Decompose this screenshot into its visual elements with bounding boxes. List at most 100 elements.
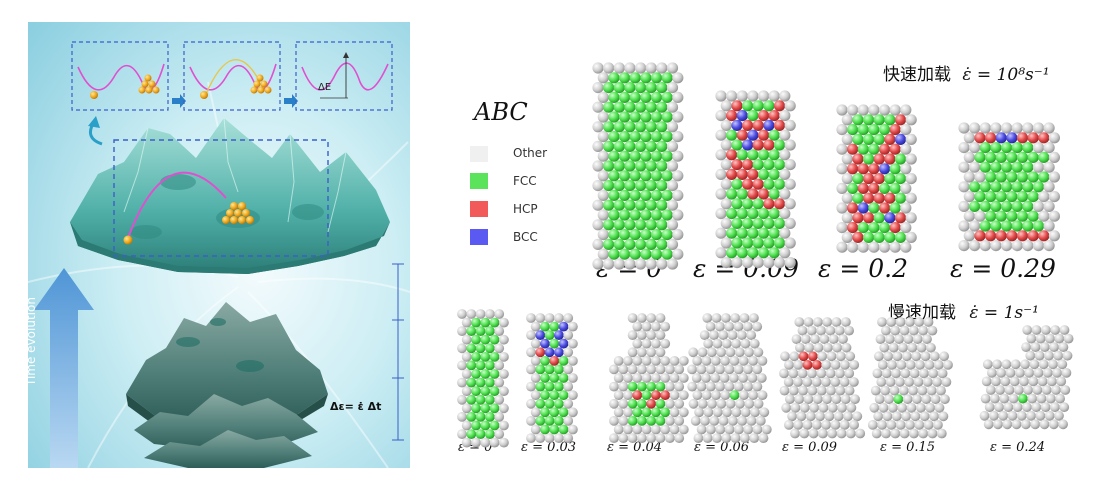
atom-f [603, 199, 615, 211]
atom-h [758, 129, 770, 141]
atom-o [609, 364, 619, 375]
atom-o [796, 411, 807, 422]
atom-f [624, 101, 636, 113]
atom-o [897, 402, 908, 413]
atom-h [889, 124, 901, 136]
atom-o [715, 208, 727, 220]
atom-o [882, 411, 893, 422]
atom-o [666, 62, 679, 74]
atom-f [613, 121, 625, 133]
atom-o [702, 433, 713, 443]
atom-o [890, 325, 901, 336]
upper-energy-landscape [70, 117, 390, 274]
atom-f [608, 72, 620, 84]
atom-o [939, 351, 949, 362]
atom-f [863, 114, 875, 126]
atom-o [936, 385, 946, 396]
atom-f [879, 222, 891, 234]
atom-f [1018, 393, 1028, 404]
atom-o [784, 198, 796, 210]
atom-o [830, 377, 841, 387]
atom-o [800, 334, 811, 344]
atom-o [905, 212, 917, 224]
atom-o [840, 394, 851, 405]
atom-f [554, 416, 564, 426]
atom-f [475, 326, 486, 336]
atom-o [645, 62, 657, 74]
atom-f [863, 133, 875, 145]
atom-o [738, 356, 749, 366]
atom-o [980, 393, 991, 404]
atom-f [624, 219, 636, 231]
atom-o [660, 338, 671, 349]
atom-o [922, 377, 933, 387]
atom-o [1043, 122, 1055, 134]
atom-f [624, 82, 636, 94]
atom-f [985, 171, 997, 183]
atom-f [558, 373, 569, 383]
atom-o [1048, 210, 1060, 222]
atom-o [930, 394, 941, 405]
atom-o [592, 101, 604, 113]
atom-o [687, 381, 698, 392]
atom-o [1041, 325, 1051, 335]
atom-o [646, 347, 657, 358]
atom-o [666, 140, 679, 152]
atom-o [715, 188, 727, 200]
atom-o [627, 364, 638, 375]
atom-f [629, 229, 641, 241]
atom-f [485, 412, 495, 422]
atom-f [1027, 151, 1039, 163]
atom-f [540, 321, 550, 332]
atom-o [877, 360, 888, 370]
atom-o [934, 402, 945, 413]
atom-o [728, 416, 738, 426]
atom-o [1032, 240, 1045, 252]
atom-o [457, 360, 467, 371]
atom-f [613, 140, 625, 152]
atom-f [768, 168, 780, 180]
atom-f [979, 220, 991, 232]
atom-o [1032, 142, 1045, 154]
atom-o [841, 317, 851, 327]
atom-o [805, 411, 816, 422]
atom-f [763, 217, 775, 229]
atom-o [666, 199, 679, 211]
atom-o [906, 402, 917, 413]
fast-snapshot-1 [715, 90, 796, 269]
atom-o [1048, 359, 1058, 370]
atom-o [666, 160, 679, 172]
atom-o [646, 330, 657, 340]
atom-f [995, 210, 1007, 222]
atom-o [742, 321, 753, 332]
atom-o [563, 364, 574, 375]
atom-o [958, 200, 970, 212]
atom-o [660, 373, 671, 383]
atom-o [791, 334, 802, 344]
atom-o [697, 347, 708, 358]
atom-o [1020, 359, 1030, 370]
atom-o [461, 369, 472, 379]
atom-o [609, 433, 619, 443]
atom-o [773, 257, 786, 269]
atom-o [779, 385, 790, 396]
atom-f [475, 394, 486, 405]
atom-h [1027, 230, 1039, 242]
atom-o [666, 258, 679, 270]
fast-loading-rate: ε̇ = 10⁸s⁻¹ [962, 65, 1050, 85]
atom-o [873, 411, 884, 422]
atom-o [730, 433, 741, 443]
atom-h [808, 351, 818, 362]
atom-h [1038, 230, 1050, 242]
atom-o [672, 131, 684, 143]
atom-o [666, 101, 679, 113]
atom-f [640, 111, 652, 123]
atom-f [752, 198, 764, 210]
atom-b [554, 330, 564, 340]
atom-o [1057, 359, 1068, 370]
atom-f [736, 227, 748, 239]
atom-o [1005, 368, 1016, 378]
atom-o [715, 424, 726, 435]
lower-energy-landscapes [126, 302, 328, 468]
atom-o [461, 420, 472, 431]
